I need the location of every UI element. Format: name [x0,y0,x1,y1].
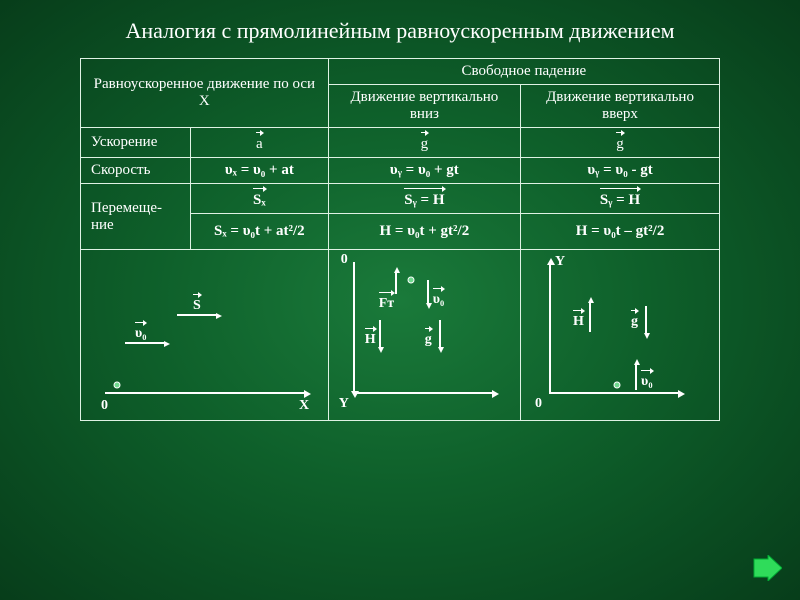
diagram-up: Y 0 υ₀ g H [521,250,719,420]
disp-sx: Sₓ [191,184,329,214]
page-title: Аналогия с прямолинейным равноускоренным… [0,0,800,58]
disp-sx-eq: Sₓ = υ₀t + at²/2 [191,214,329,250]
diagram-down: 0 Y Fᴛ υ₀ H g [329,250,520,420]
arrow-right-icon [752,555,782,581]
disp-h-down: H = υ₀t + gt²/2 [328,214,520,250]
accel-a: a [191,128,329,158]
disp-syh1: Sᵧ = H [328,184,520,214]
header-up: Движение вертикально вверх [521,85,720,128]
diagram-x-cell: 0 X S υ₀ [81,250,329,421]
header-col1: Равноускоренное движение по оси Х [81,59,329,128]
header-freefall: Свободное падение [328,59,719,85]
accel-g2: g [521,128,720,158]
header-down: Движение вертикально вниз [328,85,520,128]
next-slide-button[interactable] [752,555,782,586]
vel-up: υᵧ = υ₀ - gt [521,158,720,184]
disp-h-up: H = υ₀t – gt²/2 [521,214,720,250]
row-vel-label: Скорость [81,158,191,184]
vel-x: υₓ = υ₀ + at [191,158,329,184]
diagram-down-cell: 0 Y Fᴛ υ₀ H g [328,250,520,421]
disp-syh2: Sᵧ = H [521,184,720,214]
comparison-table: Равноускоренное движение по оси Х Свобод… [80,58,720,421]
row-accel-label: Ускорение [81,128,191,158]
accel-g1: g [328,128,520,158]
row-disp-label: Перемеще- ние [81,184,191,250]
diagram-up-cell: Y 0 υ₀ g H [521,250,720,421]
vel-down: υᵧ = υ₀ + gt [328,158,520,184]
diagram-x: 0 X S υ₀ [81,250,328,420]
